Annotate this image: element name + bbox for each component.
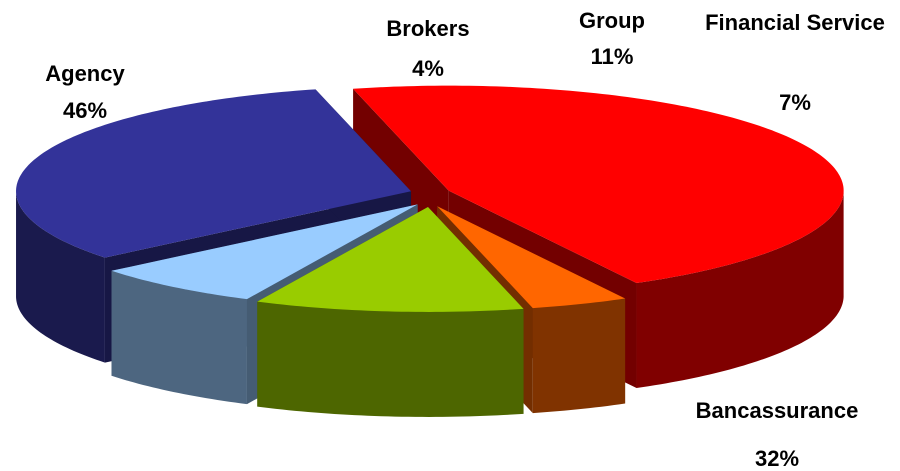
category-label: Agency: [45, 61, 125, 86]
category-label: Bancassurance: [696, 398, 859, 423]
slice-side: [16, 192, 105, 363]
value-label: 4%: [412, 56, 444, 81]
slice-side: [257, 301, 524, 417]
slice-top: [257, 206, 524, 312]
slice-side: [636, 192, 844, 389]
slice-side: [111, 270, 247, 405]
slice-top: [16, 89, 412, 258]
category-label: Brokers: [386, 16, 469, 41]
slice-side: [532, 298, 626, 414]
value-label: 32%: [755, 446, 799, 471]
value-label: 7%: [779, 90, 811, 115]
slice-top: [111, 204, 418, 300]
category-label: Financial Service: [705, 10, 885, 35]
value-label: 11%: [591, 44, 634, 69]
category-label: Group: [579, 8, 645, 33]
slice-top: [437, 206, 626, 309]
slice-top: [353, 85, 844, 284]
value-label: 46%: [63, 98, 107, 123]
slice: [257, 206, 524, 417]
